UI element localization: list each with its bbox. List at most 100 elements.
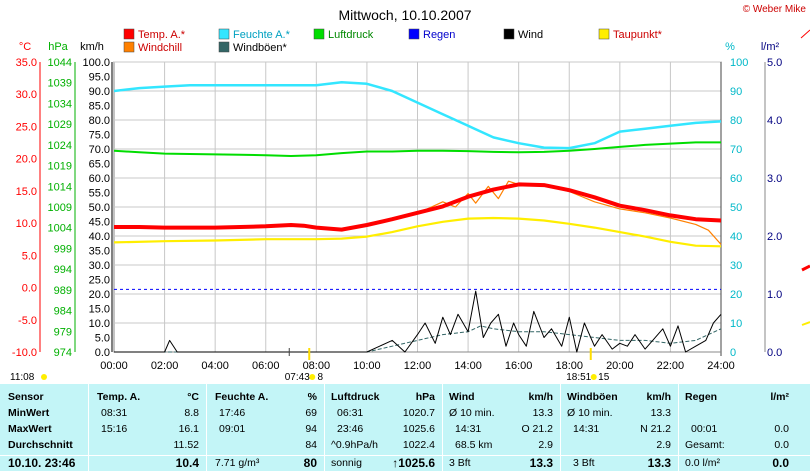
- press-min: 1020.7: [402, 407, 435, 419]
- wind-tick-label: 0.0: [95, 347, 110, 359]
- wind-tick-label: 5.0: [95, 333, 110, 345]
- hum-abs: 7.71 g/m³: [215, 457, 260, 469]
- wind-tick-label: 55.0: [89, 188, 110, 200]
- temp-tick-label: 20.0: [16, 154, 37, 166]
- legend-label: Taupunkt*: [613, 29, 663, 41]
- wind-tick-label: 30.0: [89, 260, 110, 272]
- sunset-sun-icon: [590, 374, 597, 380]
- x-tick-label: 12:00: [404, 360, 432, 372]
- hum-tick-label: 20: [730, 289, 742, 301]
- gust-current: 13.3: [647, 456, 671, 470]
- gust-avg-label: Ø 10 min.: [567, 407, 613, 419]
- legend-swatch: [313, 28, 325, 40]
- press-tick-label: 974: [54, 347, 72, 359]
- x-tick-label: 00:00: [100, 360, 128, 372]
- temp-min-time: 08:31: [101, 407, 128, 419]
- hum-tick-label: 90: [730, 86, 742, 98]
- press-tick-label: 1004: [48, 223, 72, 235]
- minwert-label: MinWert: [8, 407, 50, 419]
- hum-min-time: 17:46: [219, 407, 246, 419]
- temp-axis-label: °C: [19, 41, 31, 53]
- hum-column: Feuchte A. % 17:46 69 09:01 94 84 7.71 g…: [206, 383, 325, 471]
- wind-avg: 13.3: [532, 407, 553, 419]
- wind-tick-label: 10.0: [89, 318, 110, 330]
- wind-tick-label: 90.0: [89, 86, 110, 98]
- wind-tick-label: 25.0: [89, 275, 110, 287]
- legend-swatch: [123, 28, 135, 40]
- temp-max: 16.1: [178, 423, 199, 435]
- hum-tick-label: 100: [730, 57, 748, 69]
- sunset-label: 15: [598, 372, 610, 383]
- wind-bft: 3 Bft: [449, 457, 471, 469]
- temp-min: 8.8: [184, 407, 199, 419]
- wind-axis-label: km/h: [80, 41, 104, 53]
- x-tick-label: 22:00: [657, 360, 685, 372]
- wind-tick-label: 35.0: [89, 246, 110, 258]
- temp-avg: 11.52: [173, 439, 200, 451]
- legend-swatch: [408, 28, 420, 40]
- wind-tick-label: 15.0: [89, 304, 110, 316]
- hum-avg: 84: [305, 439, 317, 451]
- rain-tick-label: 2.0: [767, 231, 782, 243]
- press-tick-label: 1019: [48, 161, 72, 173]
- press-header: Luftdruck: [331, 391, 380, 403]
- series-line-wind: [114, 290, 722, 353]
- rain-header: Regen: [685, 391, 718, 403]
- legend-label: Wind: [518, 29, 543, 41]
- rain-axis-label: l/m²: [761, 41, 780, 53]
- temp-unit: °C: [187, 391, 199, 403]
- hum-current: 80: [303, 456, 317, 470]
- press-column: Luftdruck hPa 06:31 1020.7 23:46 1025.6 …: [324, 383, 443, 471]
- legend-swatch: [218, 41, 230, 53]
- press-max-time: 23:46: [337, 423, 364, 435]
- wind-tick-label: 40.0: [89, 231, 110, 243]
- wind-tick-label: 85.0: [89, 101, 110, 113]
- rain-tick-label: 0.0: [767, 347, 782, 359]
- sunrise-time: 07:43: [285, 372, 310, 383]
- gust-avg: 13.3: [650, 407, 671, 419]
- table-divider: [0, 455, 810, 456]
- wind-tick-label: 75.0: [89, 130, 110, 142]
- temp-tick-label: 25.0: [16, 121, 37, 133]
- hum-tick-label: 10: [730, 318, 742, 330]
- rain-total: 0.0: [774, 439, 789, 451]
- press-avg: 1022.4: [402, 439, 435, 451]
- press-tick-label: 984: [54, 306, 72, 318]
- credit-text: © Weber Mike: [743, 4, 807, 15]
- stats-table: Sensor MinWert MaxWert Durchschnitt 10.1…: [0, 383, 810, 471]
- left-sun-icon: [41, 374, 47, 380]
- rain-current: 0.0: [772, 456, 789, 470]
- gust-max: N 21.2: [640, 423, 671, 435]
- edge-fragment: [801, 264, 810, 272]
- rain-unit: l/m²: [770, 391, 789, 403]
- temp-max-time: 15:16: [101, 423, 128, 435]
- rain-tick-label: 5.0: [767, 57, 782, 69]
- hum-min: 69: [305, 407, 317, 419]
- gust-val: 2.9: [656, 439, 671, 451]
- x-tick-label: 20:00: [606, 360, 634, 372]
- sensor-column: Sensor MinWert MaxWert Durchschnitt 10.1…: [0, 383, 88, 471]
- wind-avg-label: Ø 10 min.: [449, 407, 495, 419]
- temp-tick-label: 35.0: [16, 57, 37, 69]
- series-line-taupunkt: [113, 216, 722, 248]
- legend-label: Feuchte A.*: [233, 29, 291, 41]
- sunset-time: 18:51: [566, 372, 591, 383]
- rain-column: Regen l/m² 00:01 0.0 Gesamt: 0.0 0.0 l/m…: [678, 383, 810, 471]
- hum-tick-label: 40: [730, 231, 742, 243]
- press-tick-label: 989: [54, 285, 72, 297]
- table-divider: [0, 383, 810, 384]
- temp-tick-label: 30.0: [16, 89, 37, 101]
- date-time: 10.10. 23:46: [8, 456, 76, 470]
- gust-bft: 3 Bft: [573, 457, 595, 469]
- rain-last: 0.0 l/m²: [685, 457, 721, 469]
- rain-tick-label: 1.0: [767, 289, 782, 301]
- left-time: 11:08: [10, 372, 35, 383]
- press-tick-label: 999: [54, 243, 72, 255]
- sunrise-label: 8: [317, 372, 323, 383]
- sunrise-sun-icon: [309, 374, 316, 380]
- temp-tick-label: 0.0: [22, 283, 37, 295]
- series-line-feuchtea: [113, 81, 722, 150]
- sensor-header: Sensor: [8, 391, 44, 403]
- press-trend: ^0.9hPa/h: [331, 439, 378, 451]
- legend-label: Windchill: [138, 42, 182, 54]
